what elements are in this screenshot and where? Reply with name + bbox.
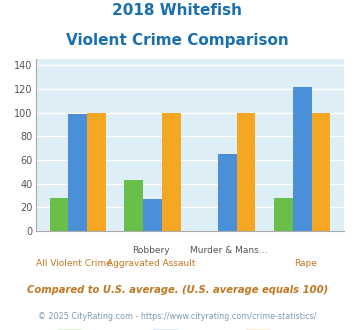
Text: Violent Crime Comparison: Violent Crime Comparison bbox=[66, 33, 289, 48]
Bar bbox=[143, 199, 162, 231]
Bar bbox=[124, 180, 143, 231]
Bar bbox=[274, 198, 293, 231]
Text: 2018 Whitefish: 2018 Whitefish bbox=[113, 3, 242, 18]
Text: Aggravated Assault: Aggravated Assault bbox=[107, 259, 196, 268]
Bar bbox=[162, 113, 181, 231]
Bar bbox=[50, 198, 68, 231]
Bar bbox=[293, 86, 312, 231]
Text: Robbery: Robbery bbox=[132, 246, 170, 255]
Text: All Violent Crime: All Violent Crime bbox=[36, 259, 112, 268]
Text: Rape: Rape bbox=[294, 259, 317, 268]
Text: © 2025 CityRating.com - https://www.cityrating.com/crime-statistics/: © 2025 CityRating.com - https://www.city… bbox=[38, 312, 317, 321]
Legend: Whitefish, Montana, National: Whitefish, Montana, National bbox=[53, 326, 327, 330]
Bar bbox=[87, 113, 106, 231]
Bar bbox=[237, 113, 256, 231]
Bar bbox=[218, 154, 237, 231]
Text: Murder & Mans...: Murder & Mans... bbox=[190, 246, 267, 255]
Text: Compared to U.S. average. (U.S. average equals 100): Compared to U.S. average. (U.S. average … bbox=[27, 285, 328, 295]
Bar bbox=[312, 113, 330, 231]
Bar bbox=[68, 114, 87, 231]
